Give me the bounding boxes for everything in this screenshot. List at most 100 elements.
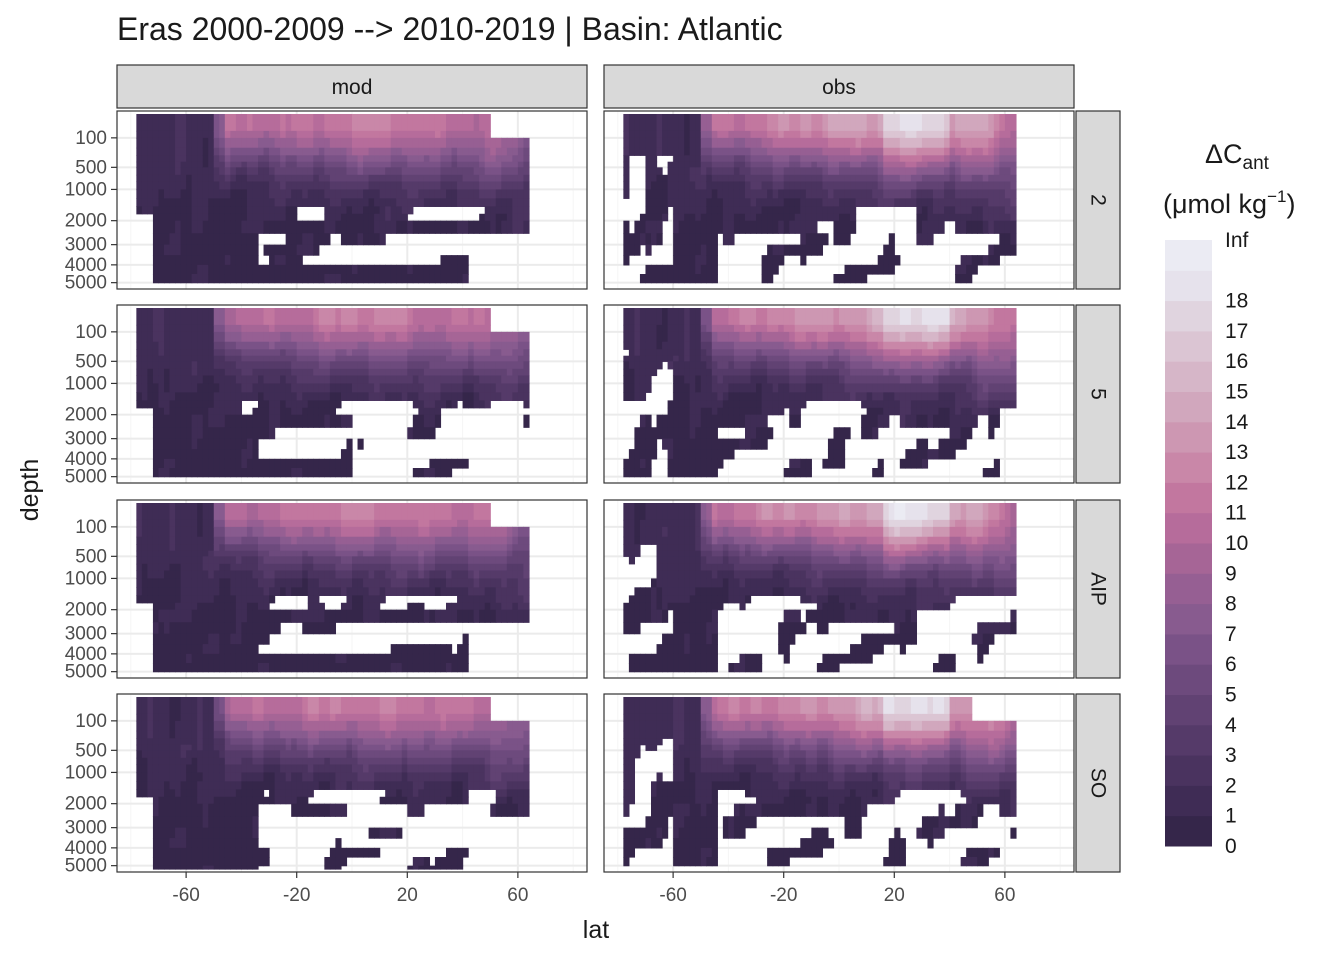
y-tick-label: 100 xyxy=(75,322,107,343)
legend-swatch xyxy=(1165,543,1212,574)
y-tick-label: 5000 xyxy=(65,662,107,683)
y-tick-label: 3000 xyxy=(65,624,107,645)
panel-AIP-mod xyxy=(117,500,587,678)
y-tick-label: 500 xyxy=(75,157,107,178)
legend-swatch xyxy=(1165,331,1212,362)
panel-AIP-obs xyxy=(604,500,1074,678)
legend-swatch xyxy=(1165,513,1212,544)
legend-label: Inf xyxy=(1225,229,1249,252)
y-tick-label: 1000 xyxy=(65,568,107,589)
panel-2-mod xyxy=(117,111,587,289)
legend-label: 8 xyxy=(1225,593,1237,616)
legend-label: 1 xyxy=(1225,805,1237,828)
x-tick-label: 20 xyxy=(884,885,905,906)
row-strip-label: SO xyxy=(1087,768,1110,798)
legend-swatch xyxy=(1165,725,1212,756)
legend-label: 14 xyxy=(1225,411,1249,434)
legend-swatch xyxy=(1165,392,1212,423)
legend-swatch xyxy=(1165,604,1212,635)
legend-label: 13 xyxy=(1225,441,1248,464)
legend-swatch xyxy=(1165,482,1212,513)
y-tick-label: 100 xyxy=(75,711,107,732)
legend-swatch xyxy=(1165,270,1212,301)
legend-label: 7 xyxy=(1225,623,1237,646)
panel-5-mod xyxy=(117,305,587,483)
row-strip-label: 5 xyxy=(1087,388,1110,400)
column-strip-label: mod xyxy=(332,76,373,99)
legend-label: 6 xyxy=(1225,653,1237,676)
y-tick-label: 1000 xyxy=(65,762,107,783)
legend-swatch xyxy=(1165,785,1212,816)
legend-swatch xyxy=(1165,452,1212,483)
x-tick-label: 60 xyxy=(507,885,528,906)
legend-label: 9 xyxy=(1225,562,1237,585)
legend-label: 12 xyxy=(1225,471,1248,494)
y-tick-label: 2000 xyxy=(65,794,107,815)
y-tick-label: 500 xyxy=(75,740,107,761)
x-axis-label: lat xyxy=(583,916,609,944)
y-tick-label: 1000 xyxy=(65,179,107,200)
panel-SO-obs xyxy=(604,694,1074,872)
y-tick-label: 3000 xyxy=(65,818,107,839)
legend-swatch xyxy=(1165,755,1212,786)
y-tick-label: 5000 xyxy=(65,273,107,294)
legend-label: 5 xyxy=(1225,684,1237,707)
x-tick-label: 20 xyxy=(397,885,418,906)
x-tick-label: -60 xyxy=(172,885,199,906)
y-tick-label: 100 xyxy=(75,128,107,149)
legend: ΔCant (μmol kg−1) 0123456789101112131415… xyxy=(1163,139,1295,858)
y-tick-label: 100 xyxy=(75,517,107,538)
y-tick-label: 2000 xyxy=(65,405,107,426)
legend-label: 4 xyxy=(1225,714,1237,737)
legend-label: 17 xyxy=(1225,320,1248,343)
legend-title-sub: ant xyxy=(1243,153,1270,174)
legend-unit-exp: −1 xyxy=(1267,187,1286,206)
x-tick-label: 60 xyxy=(994,885,1015,906)
x-tick-label: -20 xyxy=(283,885,310,906)
legend-label: 11 xyxy=(1225,502,1247,525)
x-axes: -60 -20 20 60 -60 -20 20 60 xyxy=(172,872,1015,906)
panel-SO-mod xyxy=(117,694,587,872)
legend-label: 16 xyxy=(1225,350,1248,373)
legend-label: 0 xyxy=(1225,835,1237,858)
facet-panels xyxy=(117,111,1074,872)
legend-label: 18 xyxy=(1225,290,1248,313)
legend-swatch xyxy=(1165,240,1212,271)
legend-label: 3 xyxy=(1225,744,1237,767)
y-tick-label: 2000 xyxy=(65,600,107,621)
legend-title-main: ΔC xyxy=(1205,139,1243,169)
legend-label: 15 xyxy=(1225,381,1248,404)
legend-swatch xyxy=(1165,634,1212,665)
legend-swatch xyxy=(1165,664,1212,695)
legend-swatch xyxy=(1165,573,1212,604)
legend-swatch xyxy=(1165,361,1212,392)
legend-swatch xyxy=(1165,695,1212,726)
legend-title: ΔCant xyxy=(1205,139,1270,174)
legend-swatch xyxy=(1165,422,1212,453)
y-tick-label: 500 xyxy=(75,546,107,567)
panel-5-obs xyxy=(604,305,1074,483)
x-tick-label: -60 xyxy=(659,885,686,906)
y-tick-label: 5000 xyxy=(65,856,107,877)
legend-swatch xyxy=(1165,301,1212,332)
panel-2-obs xyxy=(604,111,1074,289)
row-strip-label: AIP xyxy=(1087,572,1110,606)
y-axis-label: depth xyxy=(16,459,44,522)
y-axes: 1005001000200030004000500010050010002000… xyxy=(65,128,117,877)
legend-label: 10 xyxy=(1225,532,1248,555)
row-strip-label: 2 xyxy=(1087,194,1110,206)
legend-label: 2 xyxy=(1225,774,1237,797)
y-tick-label: 2000 xyxy=(65,211,107,232)
column-strip-label: obs xyxy=(822,76,856,99)
y-tick-label: 3000 xyxy=(65,429,107,450)
y-tick-label: 1000 xyxy=(65,373,107,394)
y-tick-label: 3000 xyxy=(65,235,107,256)
legend-unit: (μmol kg−1) xyxy=(1163,187,1295,219)
x-tick-label: -20 xyxy=(770,885,797,906)
legend-unit-text: (μmol kg xyxy=(1163,189,1267,219)
legend-unit-close: ) xyxy=(1286,189,1295,219)
y-tick-label: 500 xyxy=(75,351,107,372)
chart-title: Eras 2000-2009 --> 2010-2019 | Basin: At… xyxy=(117,11,783,47)
